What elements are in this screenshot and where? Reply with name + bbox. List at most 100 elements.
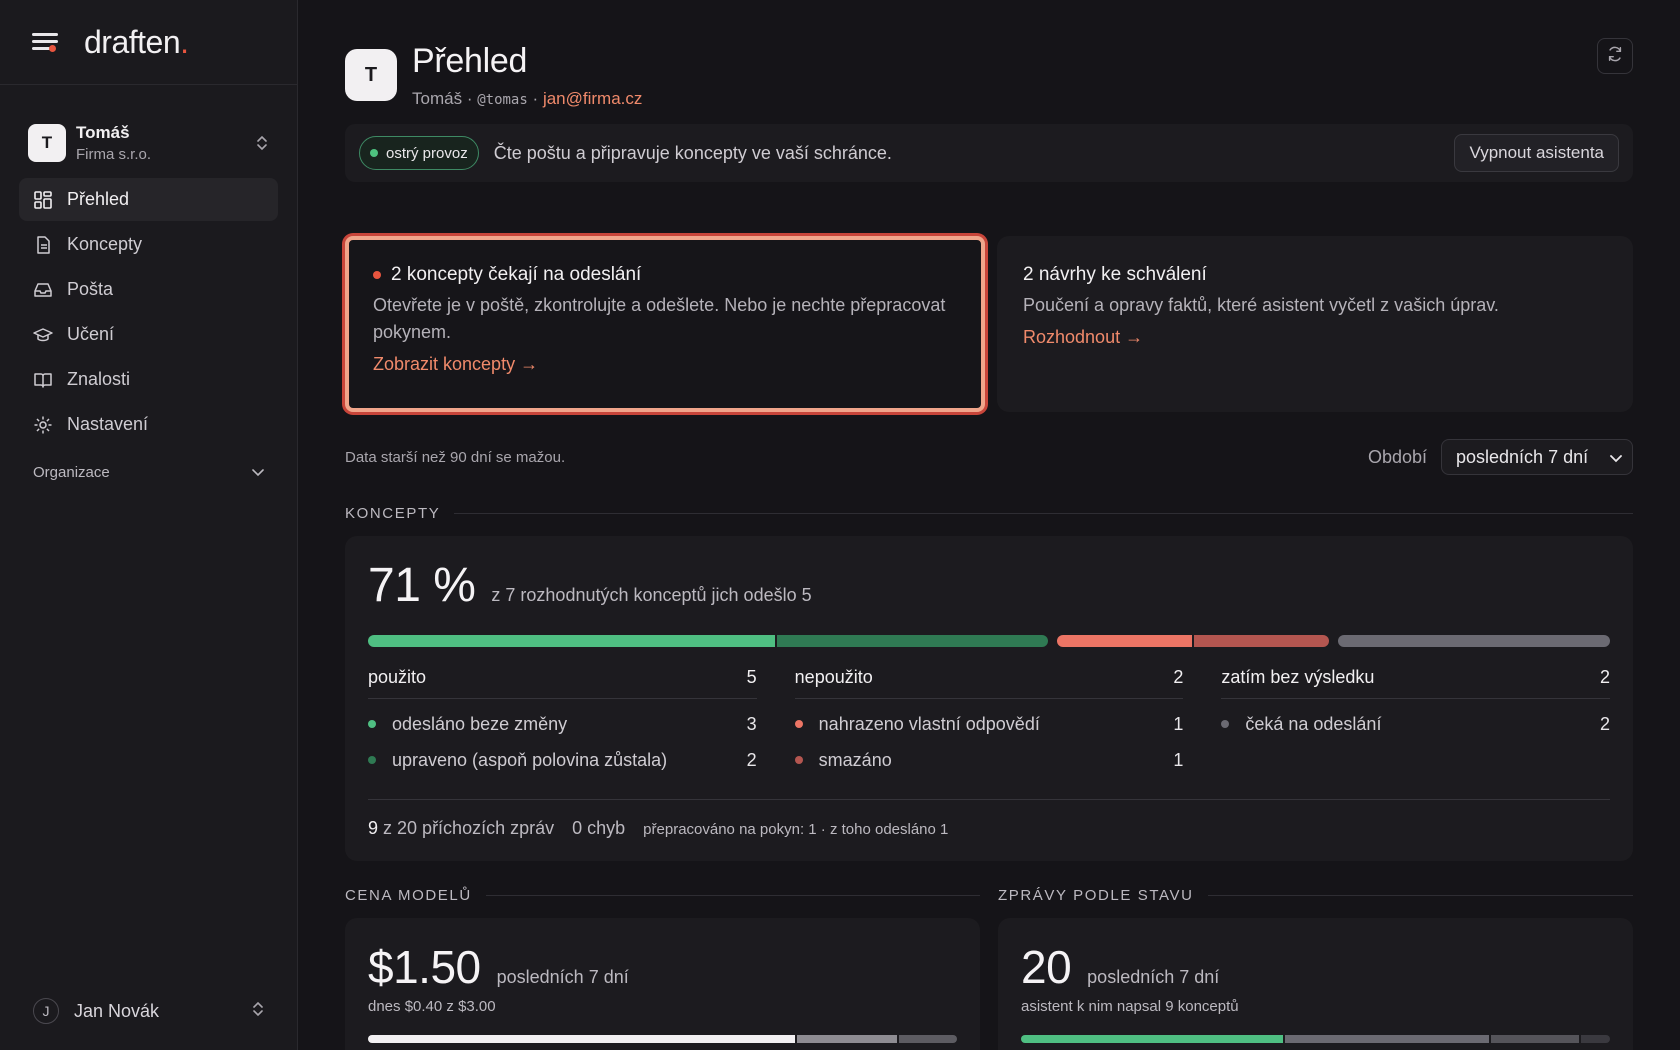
profile-name: Tomáš [412, 88, 463, 108]
drafts-success-desc: z 7 rozhodnutých konceptů jich odešlo 5 [491, 585, 812, 605]
breakdown-row-value: 3 [746, 713, 757, 734]
retention-note: Data starší než 90 dní se mažou. [345, 448, 566, 466]
sidebar-item-label: Nastavení [67, 414, 149, 434]
section-title: CENA MODELŮ [345, 887, 472, 904]
bar-group [1021, 1035, 1610, 1043]
breakdown-head-total: 2 [1173, 667, 1184, 687]
legend-dot-icon [368, 720, 376, 728]
model-cost-today: dnes $0.40 z $3.00 [368, 998, 496, 1015]
bar-segment [368, 1035, 796, 1043]
breakdown-row-value: 2 [746, 749, 757, 770]
drafts-stats-panel: 71 % z 7 rozhodnutých konceptů jich odeš… [345, 536, 1633, 861]
sidebar: draften. T Tomáš Firma s.r.o. Přehled Ko… [0, 0, 298, 1050]
breakdown-row-label: odesláno beze změny [392, 713, 568, 734]
breakdown-row: smazáno 1 [794, 749, 1183, 771]
user-menu[interactable]: J Jan Novák [33, 998, 264, 1024]
status-badge: ostrý provoz [359, 136, 479, 170]
sidebar-item-label: Znalosti [67, 369, 131, 389]
drafts-footer: 9 z 20 příchozích zpráv 0 chyb přepracov… [368, 799, 1610, 839]
chevron-down-icon [1610, 447, 1622, 468]
sidebar-item-nastaveni[interactable]: Nastavení [19, 403, 278, 446]
messages-status-section: ZPRÁVY PODLE STAVU 20 posledních 7 dní a… [998, 887, 1633, 1050]
page-header: T Přehled Tomáš · @tomas · jan@firma.cz [345, 42, 1633, 108]
org-switcher[interactable]: T Tomáš Firma s.r.o. [0, 118, 297, 168]
organization-section-toggle[interactable]: Organizace [33, 464, 264, 481]
card-description: Otevřete je v poště, zkontrolujte a odeš… [373, 295, 946, 342]
drafts-breakdown: použito 5 odesláno beze změny 3 upraveno (as… [368, 667, 1611, 771]
bar-segment [797, 1035, 897, 1043]
breakdown-head: použito 5 [368, 667, 757, 699]
breakdown-row: čeká na odeslání 2 [1221, 713, 1610, 735]
page-title: Přehled [412, 41, 528, 80]
drafts-outcome-bar [368, 635, 1610, 647]
breakdown-row-label: nahrazeno vlastní odpovědí [818, 713, 1040, 734]
refresh-icon [1606, 45, 1624, 68]
user-avatar: J [33, 998, 59, 1024]
proposals-card: 2 návrhy ke schválení Poučení a opravy f… [997, 236, 1633, 412]
messages-status-panel: 20 posledních 7 dní asistent k nim napsa… [998, 918, 1633, 1050]
model-cost-value: $1.50 [368, 941, 481, 993]
pending-drafts-card: 2 koncepty čekají na odeslání Otevřete j… [345, 236, 985, 412]
breakdown-column: zatím bez výsledku 2 čeká na odeslání 2 [1221, 667, 1611, 771]
decide-link[interactable]: Rozhodnout → [1023, 327, 1144, 347]
book-icon [33, 370, 53, 390]
sidebar-item-label: Koncepty [67, 234, 143, 254]
menu-icon[interactable] [32, 31, 60, 53]
breakdown-row: nahrazeno vlastní odpovědí 1 [794, 713, 1184, 735]
breakdown-column: použito 5 odesláno beze změny 3 upraveno (as… [368, 667, 757, 771]
breakdown-row: upraveno (aspoň polovina zůstala) 2 [368, 749, 757, 771]
breakdown-row-value: 1 [1173, 713, 1184, 734]
incoming-count: 9 [368, 818, 379, 838]
bar-segment [368, 635, 775, 647]
separator: · [532, 88, 539, 108]
model-cost-section: CENA MODELŮ $1.50 posledních 7 dní dnes … [345, 887, 980, 1050]
bar-segment [1057, 635, 1192, 647]
section-header-koncepty: KONCEPTY [345, 505, 1633, 522]
profile-email-link[interactable]: jan@firma.cz [542, 88, 643, 108]
section-header-cena: CENA MODELŮ [345, 887, 980, 904]
sidebar-item-posta[interactable]: Pošta [19, 268, 278, 311]
alert-dot-icon [373, 271, 381, 279]
bar-segment [1580, 1035, 1610, 1043]
rework-note: přepracováno na pokyn: 1 · z toho odeslá… [643, 821, 949, 838]
sidebar-item-prehled[interactable]: Přehled [19, 178, 278, 221]
graduation-cap-icon [33, 325, 53, 345]
breakdown-column: nepoužito 2 nahrazeno vlastní odpovědí 1 sma… [794, 667, 1184, 771]
period-label: Období [1367, 446, 1427, 467]
sidebar-item-label: Přehled [67, 189, 130, 209]
sidebar-item-koncepty[interactable]: Koncepty [19, 223, 278, 266]
breakdown-row-value: 2 [1600, 713, 1611, 734]
page-subtitle: Tomáš · @tomas · jan@firma.cz [412, 89, 642, 109]
legend-dot-icon [794, 756, 803, 764]
bar-segment [776, 635, 1048, 647]
sidebar-nav: Přehled Koncepty Pošta Učení Znalosti [0, 178, 297, 446]
bar-segment [1491, 1035, 1579, 1043]
dashboard-icon [33, 190, 53, 210]
model-cost-panel: $1.50 posledních 7 dní dnes $0.40 z $3.0… [345, 918, 980, 1050]
document-icon [33, 235, 53, 255]
bar-group-used [368, 635, 1048, 647]
sidebar-item-uceni[interactable]: Učení [19, 313, 278, 356]
gear-icon [33, 415, 53, 435]
bar-segment [1338, 635, 1610, 647]
brand-wordmark: draften. [84, 23, 189, 60]
period-select[interactable]: posledních 7 dní [1441, 439, 1633, 475]
show-drafts-link[interactable]: Zobrazit koncepty → [373, 354, 539, 374]
refresh-button[interactable] [1597, 38, 1633, 74]
chevron-updown-icon [252, 1001, 264, 1022]
section-title: ZPRÁVY PODLE STAVU [998, 887, 1194, 904]
profile-handle: @tomas [477, 91, 528, 108]
bottom-sections: CENA MODELŮ $1.50 posledních 7 dní dnes … [345, 887, 1633, 1050]
disable-assistant-button[interactable]: Vypnout asistenta [1454, 134, 1619, 172]
legend-dot-icon [1221, 720, 1230, 728]
brand-header: draften. [0, 0, 297, 85]
breakdown-head-label: nepoužito [794, 667, 873, 687]
organization-section-label: Organizace [33, 464, 110, 481]
org-avatar: T [28, 124, 66, 162]
drafts-success-rate: 71 % [368, 559, 476, 612]
breakdown-head-total: 5 [746, 667, 757, 687]
sidebar-item-znalosti[interactable]: Znalosti [19, 358, 278, 401]
sidebar-item-label: Pošta [67, 279, 114, 299]
period-select-value: posledních 7 dní [1456, 446, 1589, 467]
org-company: Firma s.r.o. [76, 146, 152, 163]
